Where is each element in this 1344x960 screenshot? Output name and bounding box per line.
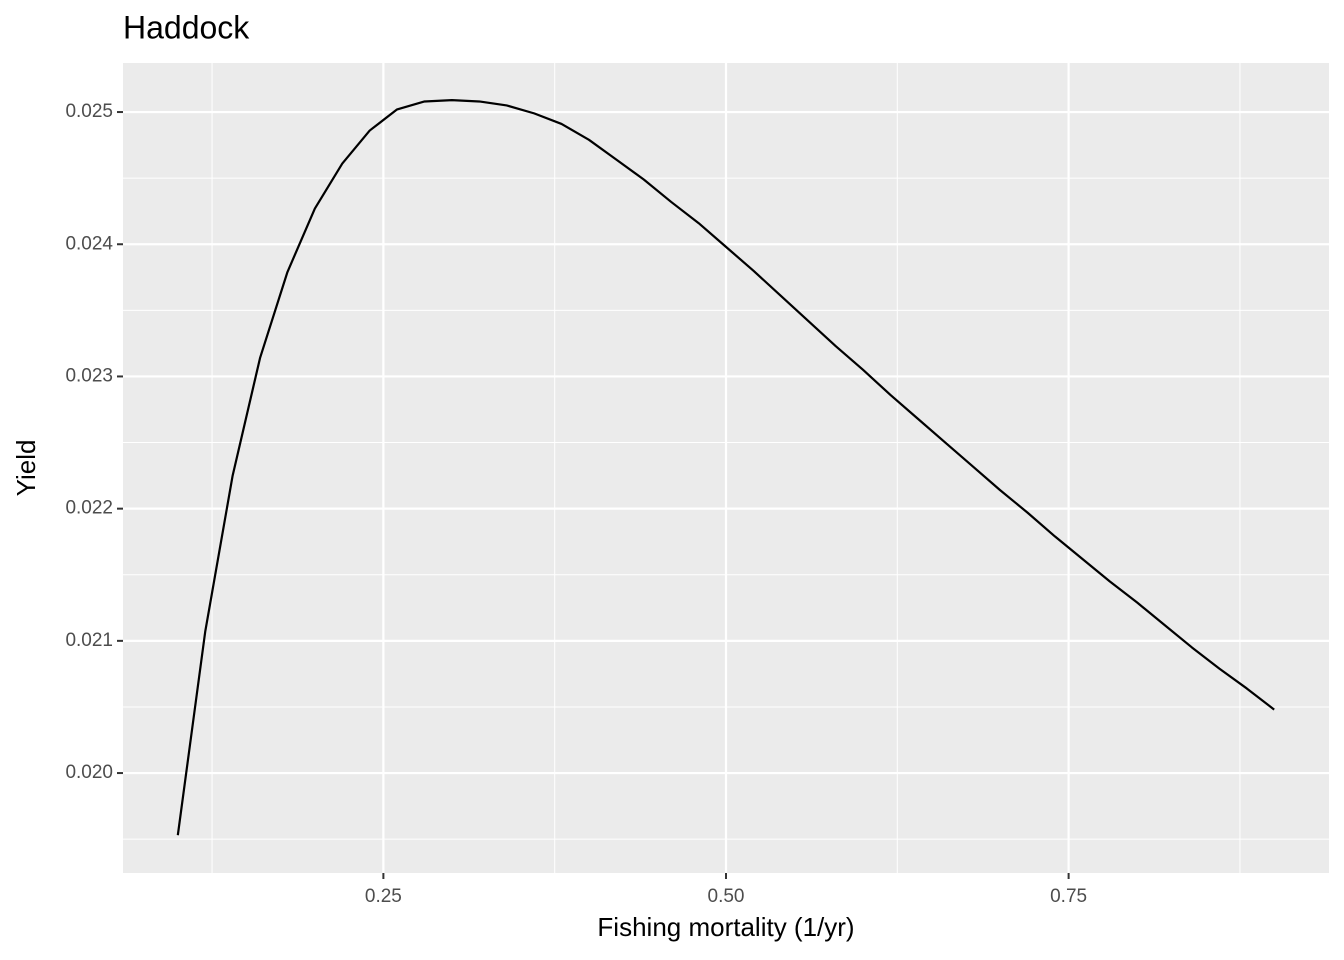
y-axis-label: Yield xyxy=(11,440,41,497)
x-tick-label: 0.75 xyxy=(1050,886,1087,907)
y-tick-label: 0.023 xyxy=(65,365,113,386)
x-axis-label: Fishing mortality (1/yr) xyxy=(597,912,854,942)
grid xyxy=(123,63,1329,873)
chart-title: Haddock xyxy=(123,9,250,45)
y-tick-label: 0.020 xyxy=(65,762,113,783)
line xyxy=(176,99,1275,836)
y-tick-label: 0.025 xyxy=(65,101,113,122)
x-tick-label: 0.25 xyxy=(365,886,402,907)
y-tick-label: 0.022 xyxy=(65,498,113,519)
y-tick-label: 0.021 xyxy=(65,630,113,651)
y-tick-label: 0.024 xyxy=(65,233,113,254)
x-tick-label: 0.50 xyxy=(708,886,745,907)
